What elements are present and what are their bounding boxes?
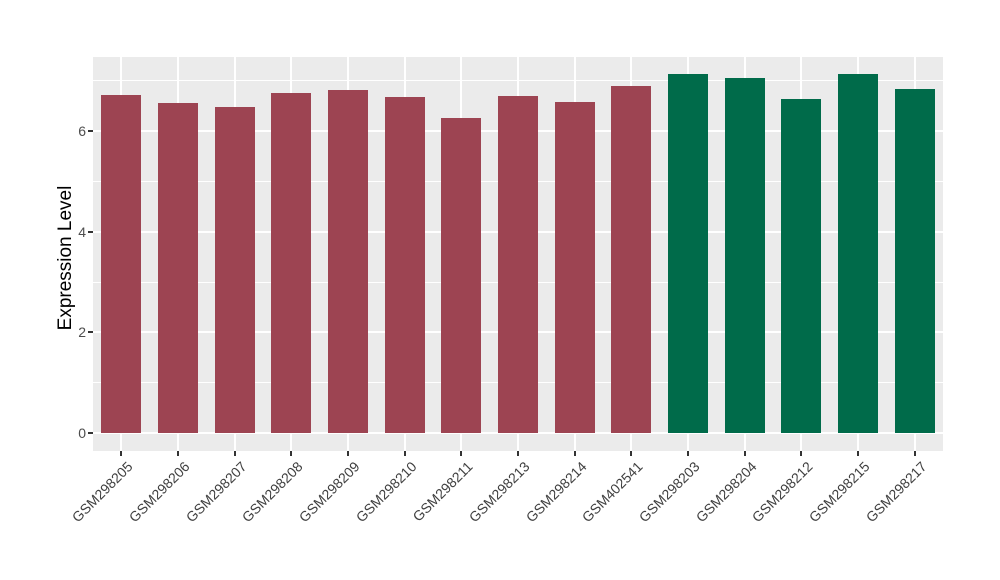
x-tick-mark: [120, 451, 123, 456]
y-tick-label: 0: [78, 425, 86, 441]
y-tick-mark: [88, 331, 93, 334]
x-tick-mark: [800, 451, 803, 456]
x-tick-mark: [517, 451, 519, 456]
bar: [328, 89, 368, 433]
x-tick-mark: [743, 451, 746, 456]
bar: [668, 74, 708, 433]
bar: [894, 88, 935, 433]
y-tick-mark: [88, 432, 93, 434]
bar: [101, 95, 142, 433]
x-tick-mark: [403, 451, 406, 456]
bar: [441, 117, 482, 433]
plot-panel: [93, 57, 943, 451]
y-tick-mark: [88, 130, 93, 133]
x-tick-mark: [913, 451, 916, 456]
bar: [724, 78, 765, 433]
bar: [554, 102, 595, 433]
bar: [498, 95, 538, 433]
bar: [158, 102, 198, 433]
bar: [271, 93, 312, 433]
x-tick-mark: [630, 451, 633, 456]
x-tick-mark: [460, 451, 463, 456]
x-tick-mark: [290, 451, 293, 456]
bar: [838, 74, 878, 433]
bar: [214, 107, 255, 433]
bar: [384, 97, 425, 433]
bar: [611, 85, 652, 433]
bar: [781, 98, 822, 433]
x-tick-mark: [233, 451, 236, 456]
y-tick-mark: [88, 230, 93, 233]
x-tick-mark: [177, 451, 179, 456]
y-tick-label: 4: [78, 223, 86, 240]
x-tick-mark: [347, 451, 349, 456]
x-tick-mark: [857, 451, 859, 456]
y-tick-label: 6: [78, 123, 86, 140]
x-tick-mark: [573, 451, 576, 456]
x-tick-mark: [687, 451, 689, 456]
y-tick-label: 2: [78, 324, 86, 341]
